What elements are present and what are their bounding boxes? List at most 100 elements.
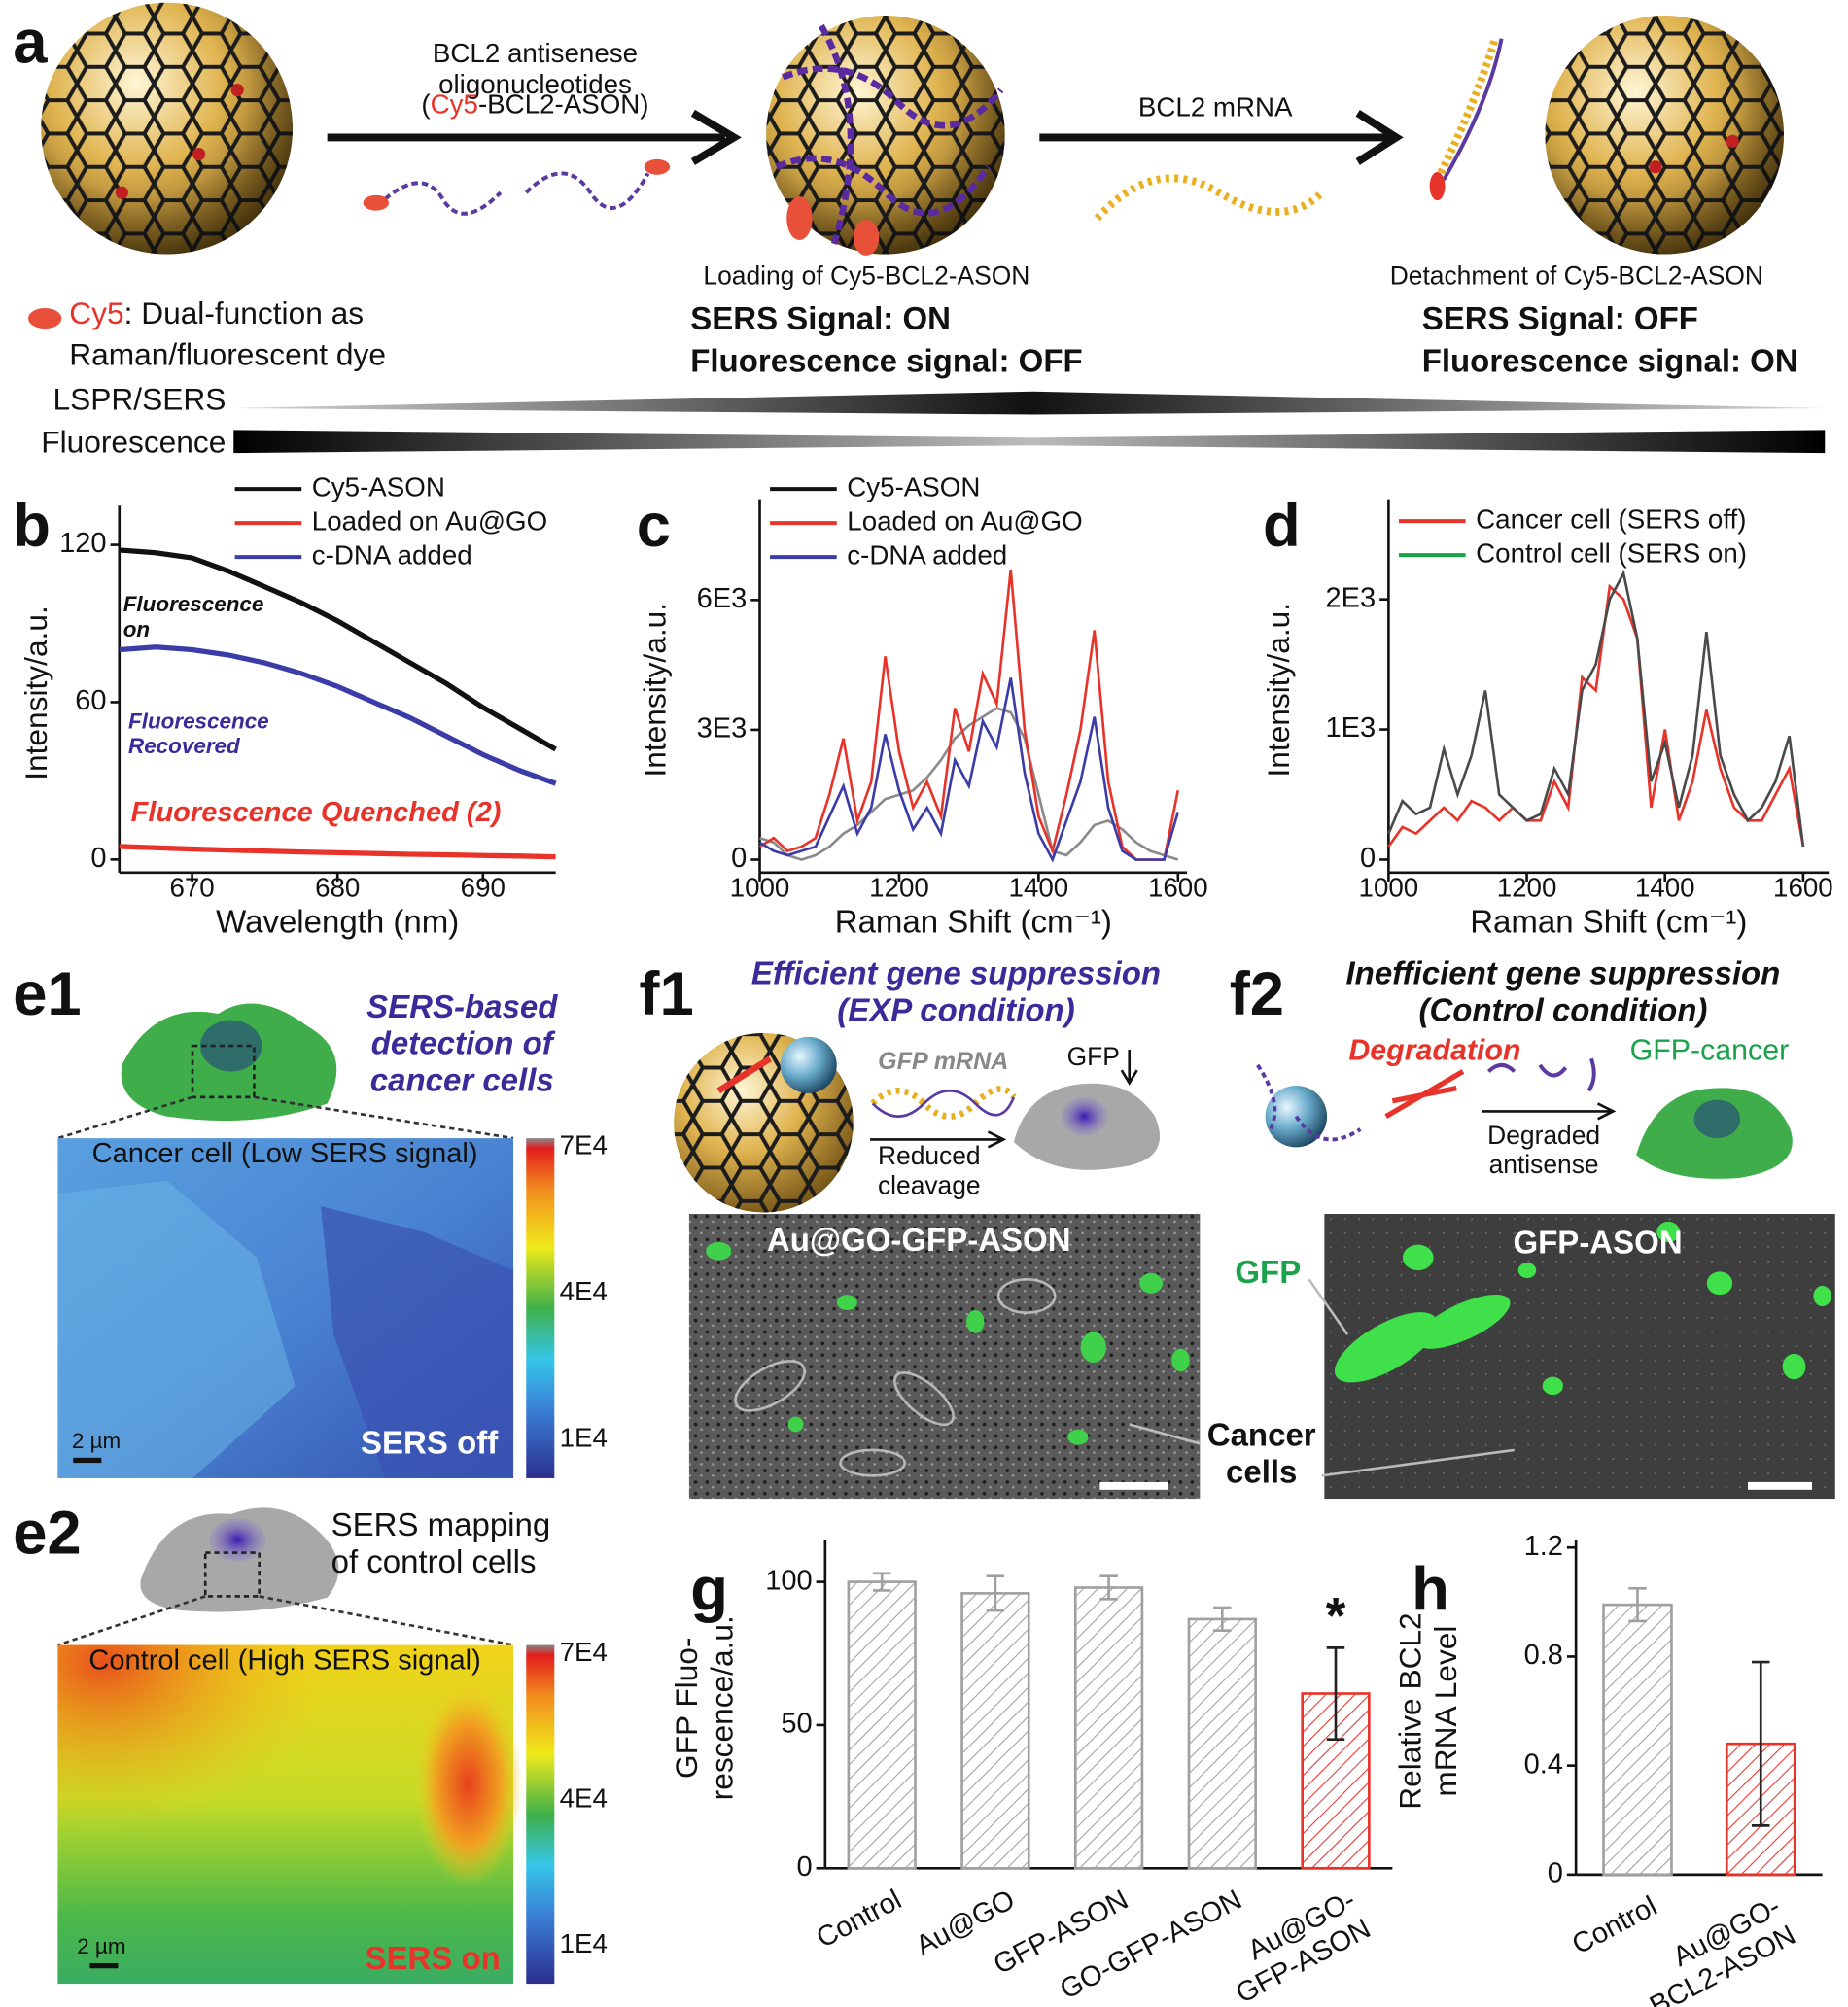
x-tick-label: 1000 — [730, 872, 790, 902]
data-line — [759, 707, 1179, 861]
bar-label: LSPR/SERS — [53, 382, 227, 417]
degradation-label: Degradation — [1348, 1035, 1520, 1067]
arrow-label: Reduced cleavage — [878, 1141, 981, 1199]
signal: SERS Signal: ON — [690, 300, 951, 336]
text: Cy5 — [431, 89, 478, 120]
y-tick-label: 0 — [90, 843, 106, 874]
y-tick-label: 1.2 — [1524, 1531, 1563, 1562]
legend-label: c-DNA added — [847, 539, 1007, 570]
mrna — [1094, 174, 1325, 222]
text: Cy5 — [69, 295, 123, 330]
text-line: BCL2 antisenese — [433, 38, 638, 68]
error-bar — [1326, 1646, 1345, 1741]
mrna — [870, 1086, 1017, 1120]
zoom-box — [203, 1551, 261, 1598]
text-line: (Control condition) — [1418, 991, 1707, 1027]
text-line: SERS-based — [366, 987, 558, 1023]
panel-title: SERS mapping of control cells — [331, 1506, 551, 1579]
y-tick-label: 0 — [1360, 843, 1376, 874]
colorbar-label: 4E4 — [560, 1276, 608, 1306]
arrow — [870, 1130, 1007, 1149]
ellipse — [1656, 1221, 1681, 1243]
ellipse — [966, 1310, 985, 1333]
nanoparticle — [41, 2, 293, 255]
legend-label: c-DNA added — [312, 539, 472, 570]
nucleus — [209, 1517, 266, 1562]
arrow-label: Degraded antisense — [1487, 1121, 1600, 1179]
circle — [192, 147, 206, 161]
data-line — [1387, 583, 1805, 848]
map-region — [414, 1680, 523, 1886]
legend-label: Cy5-ASON — [312, 471, 445, 502]
ellipse — [1782, 1353, 1806, 1380]
nanoparticle — [766, 15, 1005, 256]
bar — [1187, 1617, 1257, 1870]
data-line — [119, 547, 557, 752]
error-bar — [872, 1572, 891, 1592]
legend-label: Loaded on Au@GO — [312, 505, 547, 536]
ellipse — [787, 1416, 804, 1433]
circle — [1545, 15, 1784, 255]
scale-label: 2 µm — [72, 1429, 121, 1453]
text-line: Fluorescence — [128, 709, 269, 733]
ellipse — [1334, 1312, 1438, 1383]
signal: Fluorescence signal: OFF — [690, 342, 1082, 378]
zoom-line — [57, 1095, 514, 1140]
scale-bar — [73, 1457, 102, 1464]
ellipse — [853, 219, 880, 256]
bar — [1301, 1692, 1371, 1870]
text-line: cells — [1226, 1453, 1297, 1489]
x-tick-label: 1600 — [1773, 872, 1833, 902]
caption: Loading of Cy5-BCL2-ASON — [703, 260, 1029, 290]
colorbar-label: 1E4 — [560, 1928, 608, 1958]
pointer — [1129, 1278, 1515, 1477]
y-axis-label: Relative BCL2mRNA Level — [1393, 1612, 1463, 1809]
text-line: detection of — [371, 1024, 556, 1060]
text: ( — [421, 89, 431, 120]
scale-bar — [1099, 1481, 1168, 1490]
error-bar — [986, 1574, 1005, 1612]
panel-label: h — [1412, 1555, 1449, 1623]
text-line: oligonucleotides — [438, 69, 632, 99]
y-tick-label: 120 — [59, 528, 106, 559]
x-axis-label: Raman Shift (cm⁻¹) — [1470, 903, 1747, 939]
text-line: Fluorescence — [123, 592, 264, 616]
legend-label: Loaded on Au@GO — [847, 505, 1082, 536]
legend-label: Cy5-ASON — [847, 471, 980, 502]
y-axis-label: Intensity/a.u. — [1261, 603, 1296, 778]
data-line — [758, 570, 1180, 861]
text-line: Relative BCL2 — [1393, 1612, 1428, 1809]
error-bar — [1751, 1660, 1770, 1827]
text-line: cleavage — [878, 1170, 981, 1199]
error-bar — [1099, 1574, 1118, 1601]
panel-title: SERS-based detection of cancer cells — [366, 987, 558, 1097]
x-tick-label: 1000 — [1359, 872, 1419, 902]
antisense-strand — [383, 171, 650, 216]
text-line: Inefficient gene suppression — [1346, 954, 1781, 990]
y-tick-label: 0.8 — [1524, 1640, 1563, 1671]
text-line: cancer cells — [370, 1061, 554, 1097]
cy5-dye — [363, 194, 390, 211]
x-tick-label: 1400 — [1635, 872, 1695, 902]
colorbar-label: 7E4 — [560, 1637, 608, 1667]
ellipse — [1706, 1271, 1733, 1296]
y-tick-label: 6E3 — [697, 583, 748, 614]
colorbar-label: 1E4 — [560, 1423, 608, 1453]
arrow — [1120, 1050, 1138, 1086]
fragment — [1486, 1057, 1596, 1092]
duplex — [1434, 37, 1499, 182]
text-line: Recovered — [128, 734, 241, 758]
y-tick-label: 0 — [731, 843, 747, 874]
circle — [115, 186, 129, 199]
signal: SERS Signal: OFF — [1422, 300, 1698, 336]
cy5-dye — [28, 307, 62, 329]
panel-label: b — [13, 492, 51, 560]
ellipse — [1402, 1244, 1434, 1271]
gfp-label: GFP — [1067, 1042, 1120, 1071]
bar — [960, 1592, 1030, 1870]
y-tick-label: 3E3 — [697, 713, 748, 744]
panel-title: Efficient gene suppression (EXP condition… — [751, 954, 1161, 1027]
map-title: Cancer cell (Low SERS signal) — [92, 1138, 478, 1169]
caption: Detachment of Cy5-BCL2-ASON — [1390, 260, 1763, 290]
text: : Dual-function as — [124, 295, 364, 330]
